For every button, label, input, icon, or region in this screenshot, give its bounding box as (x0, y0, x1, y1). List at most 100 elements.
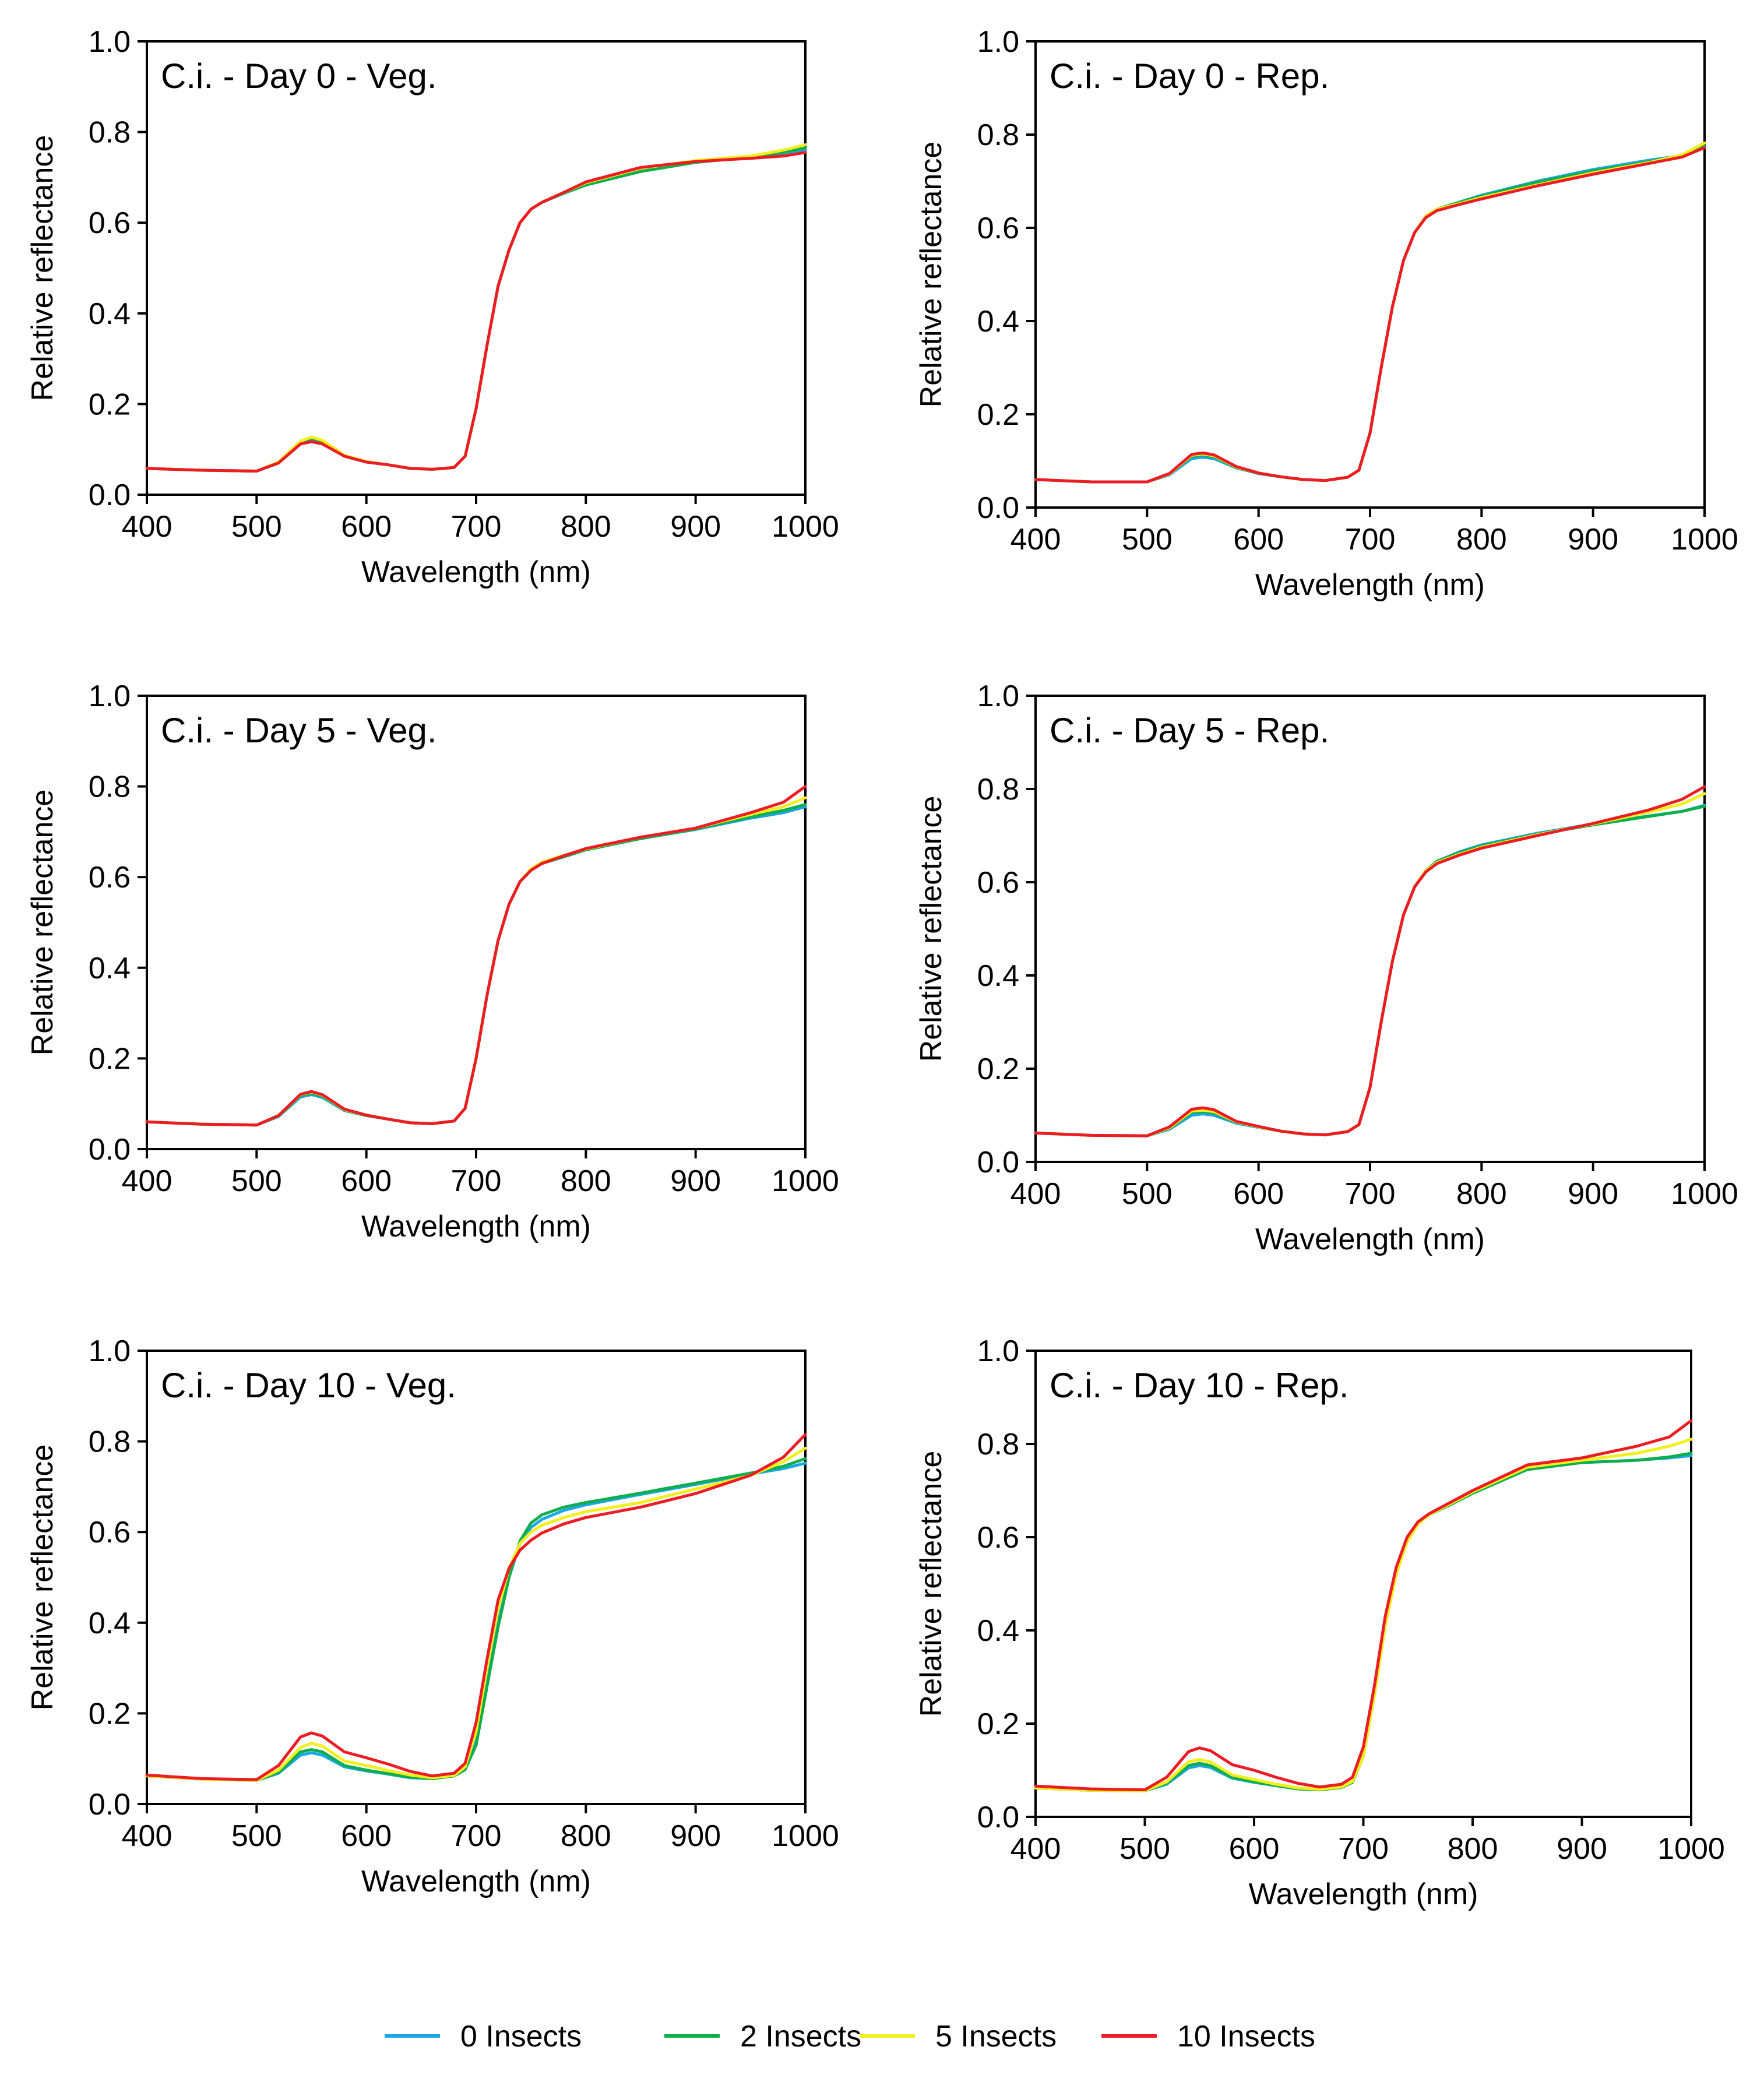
x-tick-label: 500 (1119, 1832, 1170, 1866)
legend-label: 2 Insects (740, 2020, 861, 2053)
plot-frame (146, 40, 807, 496)
chart-panel-2: 400 500 600 700 800 900 1000 0.0 0.2 0.4 0.6 0.8 1.0… (914, 25, 1738, 602)
x-tick-label: 600 (1233, 1177, 1284, 1211)
x-tick-label: 700 (451, 1819, 502, 1853)
chart-panel-1: 400 500 600 700 800 900 1000 0.0 0.2 0.4 0.6 0.8 1.0… (26, 25, 839, 589)
x-tick-label: 500 (231, 1164, 282, 1198)
x-tick-label: 800 (1448, 1832, 1498, 1866)
panel-title: C.i. - Day 10 - Veg. (161, 1366, 456, 1405)
panel-title: C.i. - Day 0 - Rep. (1050, 57, 1329, 96)
x-tick-label: 500 (1122, 523, 1173, 556)
y-axis-title: Relative reflectance (914, 142, 948, 408)
panel-title: C.i. - Day 10 - Rep. (1050, 1366, 1349, 1405)
x-tick-label: 800 (561, 1819, 611, 1853)
x-tick-label: 400 (1010, 1177, 1061, 1211)
y-tick-label: 0.8 (977, 1428, 1019, 1461)
x-tick-label: 500 (231, 510, 282, 544)
y-tick-label: 0.6 (89, 861, 131, 894)
chart-panel-4: 400 500 600 700 800 900 1000 0.0 0.2 0.4 0.6 0.8 1.0… (914, 679, 1738, 1256)
y-tick-label: 0.8 (89, 1425, 131, 1459)
chart-panel-6: 400 500 600 700 800 900 1000 0.0 0.2 0.4 0.6 0.8 1.0… (914, 1334, 1725, 1911)
x-tick-label: 600 (341, 1164, 392, 1198)
legend: 0 Insects 2 Insects 5 Insects 10 Insects (385, 2020, 1315, 2053)
x-tick-label: 900 (1568, 1177, 1618, 1211)
series-line-10-insects (145, 151, 807, 473)
panel-title: C.i. - Day 0 - Veg. (161, 57, 437, 96)
x-tick-label: 700 (1345, 1177, 1396, 1211)
x-tick-label: 600 (341, 1819, 392, 1853)
y-tick-label: 0.0 (977, 491, 1019, 525)
series-line-5-insects (145, 1446, 807, 1782)
y-tick-label: 0.6 (977, 212, 1019, 245)
x-tick-label: 400 (122, 1164, 172, 1198)
y-tick-label: 0.4 (89, 952, 131, 985)
x-tick-label: 1000 (772, 510, 839, 544)
x-axis-title: Wavelength (nm) (1249, 1877, 1478, 1911)
x-tick-label: 700 (451, 1164, 502, 1198)
series-line-0-insects (145, 149, 807, 473)
x-axis-title: Wavelength (nm) (1255, 568, 1485, 602)
y-tick-label: 0.8 (89, 116, 131, 150)
chart-panel-5: 400 500 600 700 800 900 1000 0.0 0.2 0.4 0.6 0.8 1.0… (26, 1334, 839, 1898)
y-axis-title: Relative reflectance (26, 1445, 59, 1711)
y-tick-label: 0.2 (977, 1707, 1019, 1741)
y-tick-label: 0.6 (977, 866, 1019, 900)
y-tick-label: 0.4 (89, 297, 131, 331)
x-tick-label: 600 (1229, 1832, 1280, 1866)
x-axis-title: Wavelength (nm) (361, 1865, 591, 1898)
series-line-10-insects (1034, 1419, 1693, 1792)
x-tick-label: 800 (1456, 523, 1507, 556)
x-tick-label: 1000 (772, 1819, 839, 1853)
y-tick-label: 0.6 (89, 1516, 131, 1549)
y-tick-label: 0.8 (977, 118, 1019, 152)
x-tick-label: 800 (561, 510, 611, 544)
x-tick-label: 900 (670, 1819, 721, 1853)
panel-title: C.i. - Day 5 - Veg. (161, 711, 437, 750)
y-tick-label: 0.8 (977, 773, 1019, 806)
y-tick-label: 0.0 (977, 1801, 1019, 1834)
series-line-5-insects (1034, 1438, 1693, 1792)
x-tick-label: 400 (1010, 1832, 1061, 1866)
x-axis-title: Wavelength (nm) (361, 555, 591, 589)
x-tick-label: 900 (1557, 1832, 1607, 1866)
x-tick-label: 700 (1338, 1832, 1389, 1866)
series-line-5-insects (145, 143, 807, 473)
y-tick-label: 0.2 (977, 1052, 1019, 1086)
x-tick-label: 700 (451, 510, 502, 544)
legend-label: 5 Insects (935, 2020, 1057, 2053)
y-tick-label: 0.6 (89, 206, 131, 240)
panel-title: C.i. - Day 5 - Rep. (1050, 711, 1329, 750)
chart-panel-3: 400 500 600 700 800 900 1000 0.0 0.2 0.4 0.6 0.8 1.0… (26, 679, 839, 1243)
y-axis-title: Relative reflectance (914, 1451, 948, 1717)
y-tick-label: 0.2 (89, 1697, 131, 1731)
x-tick-label: 600 (341, 510, 392, 544)
x-tick-label: 700 (1345, 523, 1396, 556)
y-tick-label: 1.0 (89, 1334, 131, 1368)
y-tick-label: 1.0 (977, 679, 1019, 713)
x-axis-title: Wavelength (nm) (1255, 1223, 1485, 1256)
x-axis-title: Wavelength (nm) (361, 1210, 591, 1243)
y-tick-label: 0.4 (89, 1607, 131, 1640)
y-tick-label: 0.0 (89, 1133, 131, 1167)
y-tick-label: 0.0 (89, 478, 131, 512)
x-tick-label: 1000 (772, 1164, 839, 1198)
series-line-2-insects (145, 803, 807, 1127)
y-axis-title: Relative reflectance (914, 796, 948, 1062)
x-tick-label: 600 (1233, 523, 1284, 556)
y-tick-label: 0.8 (89, 770, 131, 804)
legend-label: 0 Insects (460, 2020, 582, 2053)
x-tick-label: 400 (122, 1819, 172, 1853)
y-tick-label: 0.4 (977, 959, 1019, 993)
series-line-2-insects (145, 146, 807, 473)
y-tick-label: 0.4 (977, 305, 1019, 339)
x-tick-label: 800 (1456, 1177, 1507, 1211)
y-tick-label: 0.2 (89, 1042, 131, 1076)
y-tick-label: 0.0 (89, 1788, 131, 1822)
series-line-0-insects (145, 805, 807, 1127)
x-tick-label: 400 (122, 510, 172, 544)
series-line-2-insects (145, 1457, 807, 1782)
y-tick-label: 0.6 (977, 1521, 1019, 1555)
x-tick-label: 900 (670, 510, 721, 544)
series-line-5-insects (145, 796, 807, 1127)
